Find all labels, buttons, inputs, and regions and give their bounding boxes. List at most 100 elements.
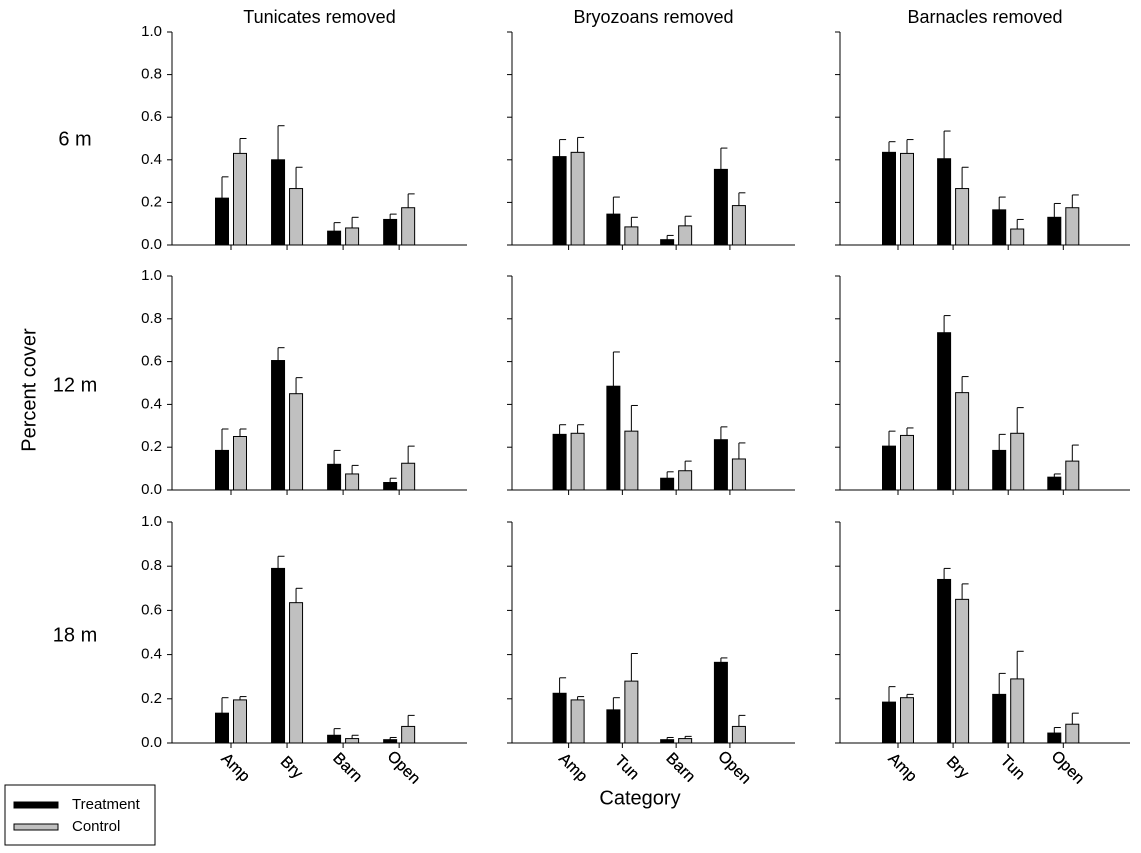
bar <box>713 168 728 246</box>
bar <box>345 227 360 246</box>
y-tick-label: 0.0 <box>141 481 162 498</box>
legend-label: Treatment <box>72 796 141 813</box>
bar <box>1010 228 1025 246</box>
x-tick-label: Tun <box>997 752 1028 783</box>
bar <box>289 602 304 744</box>
y-axis-label: Percent cover <box>18 328 40 452</box>
bar <box>233 699 247 744</box>
bar <box>606 709 621 744</box>
legend-swatch <box>13 801 59 809</box>
bar <box>327 734 342 744</box>
bar <box>552 156 567 246</box>
chart-title: Tunicates removed <box>243 7 395 27</box>
x-tick-label: Barn <box>662 750 698 786</box>
bar <box>900 152 914 246</box>
bar <box>678 225 693 246</box>
bar <box>552 692 567 744</box>
bar <box>731 725 746 744</box>
bar <box>1010 432 1025 491</box>
x-tick-label: Amp <box>218 750 253 785</box>
x-tick-label: Amp <box>555 750 590 785</box>
bar <box>882 701 896 744</box>
bar <box>678 738 693 744</box>
bar <box>1010 678 1025 744</box>
x-tick-label: Tun <box>611 752 642 783</box>
bar <box>624 226 639 246</box>
bar <box>606 385 621 491</box>
x-tick-label: Barn <box>329 750 365 786</box>
y-tick-label: 0.8 <box>141 66 162 83</box>
x-tick-label: Bry <box>277 753 306 782</box>
bar <box>713 439 728 491</box>
bar <box>992 209 1007 246</box>
bar <box>900 697 914 744</box>
x-tick-label: Bry <box>943 753 972 782</box>
y-tick-label: 0.2 <box>141 193 162 210</box>
bar <box>624 680 639 744</box>
y-tick-label: 0.6 <box>141 601 162 618</box>
bar <box>1065 460 1080 491</box>
row-label: 12 m <box>53 374 97 396</box>
y-tick-label: 1.0 <box>141 23 162 40</box>
x-tick-label: Open <box>714 748 754 788</box>
bar <box>1047 732 1062 744</box>
bar <box>271 567 286 744</box>
bar <box>215 712 229 744</box>
bar <box>992 693 1007 744</box>
x-tick-label: Open <box>383 748 423 788</box>
bar <box>660 739 675 744</box>
row-label: 18 m <box>53 624 97 646</box>
y-tick-label: 0.2 <box>141 690 162 707</box>
y-tick-label: 0.2 <box>141 438 162 455</box>
legend-swatch <box>13 823 59 831</box>
bar <box>660 477 675 491</box>
bar <box>1047 216 1062 246</box>
bar <box>882 151 896 246</box>
bar <box>233 436 247 491</box>
bar <box>678 470 693 491</box>
bar <box>731 458 746 491</box>
bar <box>552 433 567 491</box>
bar <box>1065 207 1080 246</box>
bar <box>992 449 1007 491</box>
x-tick-label: Open <box>1048 748 1088 788</box>
bar <box>955 598 970 744</box>
bar <box>731 205 746 246</box>
bar <box>570 151 585 246</box>
chart-title: Bryozoans removed <box>573 7 733 27</box>
bar <box>606 213 621 246</box>
bar <box>955 392 970 491</box>
bar <box>345 738 360 744</box>
y-tick-label: 0.4 <box>141 151 162 168</box>
y-tick-label: 0.0 <box>141 236 162 253</box>
bar <box>937 332 952 491</box>
legend-box <box>4 784 156 846</box>
row-label: 6 m <box>58 128 91 150</box>
bar <box>215 197 229 246</box>
y-tick-label: 0.4 <box>141 395 162 412</box>
bar <box>624 430 639 491</box>
bar <box>383 482 398 491</box>
bar <box>345 473 360 491</box>
legend-label: Control <box>72 818 120 835</box>
bar <box>660 239 675 246</box>
bar <box>289 188 304 246</box>
y-tick-label: 0.8 <box>141 310 162 327</box>
bar <box>401 207 416 246</box>
y-tick-label: 0.0 <box>141 734 162 751</box>
bar <box>570 699 585 744</box>
bar <box>713 661 728 744</box>
y-tick-label: 0.8 <box>141 557 162 574</box>
bar <box>383 218 398 246</box>
bar <box>570 432 585 491</box>
bar <box>271 360 286 491</box>
bar <box>1065 723 1080 744</box>
chart-title: Barnacles removed <box>907 7 1062 27</box>
bar <box>882 445 896 491</box>
bar <box>900 434 914 491</box>
bar <box>327 230 342 246</box>
bar <box>215 449 229 491</box>
y-tick-label: 0.4 <box>141 646 162 663</box>
bar <box>327 463 342 491</box>
